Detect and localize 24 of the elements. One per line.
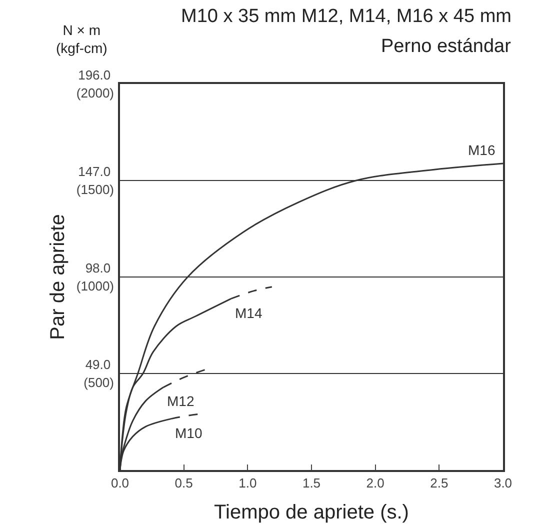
y-tick-label: 98.0 xyxy=(85,260,111,276)
y2-tick-label: (1000) xyxy=(76,278,114,294)
y-tick-label: 196.0 xyxy=(78,68,111,83)
text: N × m (kgf-cm) xyxy=(56,22,108,56)
x-axis-title: Tiempo de apriete (s.) xyxy=(214,501,409,524)
y2-tick-label: (500) xyxy=(84,375,114,390)
chart-subtitle: Perno estándar xyxy=(381,36,512,57)
x-tick-label: 1.5 xyxy=(302,475,321,490)
x-tick-label: 2.5 xyxy=(430,475,448,490)
y-axis-title: Par de apriete xyxy=(47,214,70,340)
y-tick-label: 49.0 xyxy=(85,357,111,372)
x-tick-label: 0.0 xyxy=(110,475,130,490)
y2-tick-label: (2000) xyxy=(76,86,114,101)
x-tick-label: 3.0 xyxy=(494,475,512,490)
x-tick-label: 1.0 xyxy=(238,475,257,490)
annotation: M10 xyxy=(175,425,202,441)
y2-tick-label: (1500) xyxy=(76,182,114,198)
annotation: M16 xyxy=(468,142,496,158)
y-tick-label: 147.0 xyxy=(78,164,111,180)
x-tick-label: 0.5 xyxy=(174,475,193,490)
annotation: M12 xyxy=(167,393,194,409)
annotation: M14 xyxy=(235,305,262,321)
x-tick-label: 2.0 xyxy=(366,475,384,490)
chart-title: M10 x 35 mm M12, M14, M16 x 45 mm xyxy=(181,6,512,27)
